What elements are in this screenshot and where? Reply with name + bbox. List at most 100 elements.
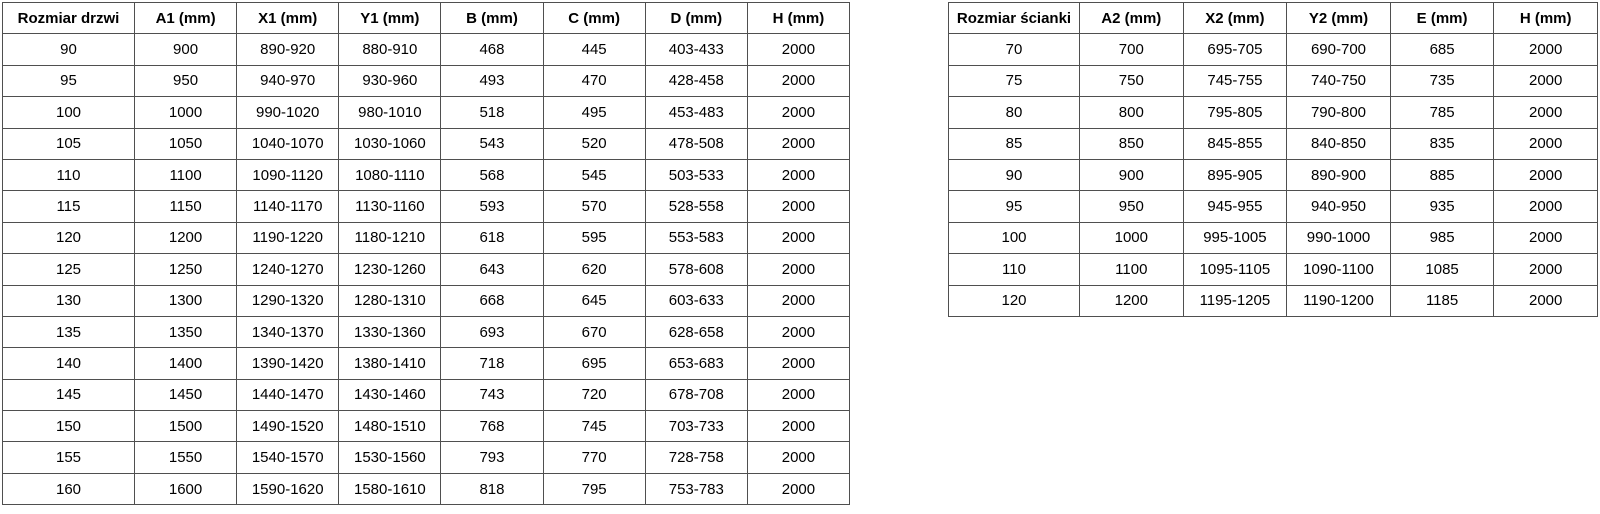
column-header: E (mm) [1389, 1, 1495, 35]
table-cell: 685 [1389, 33, 1495, 66]
table-cell: 543 [440, 127, 544, 160]
table-cell: 620 [542, 253, 646, 286]
table-cell: 110 [948, 253, 1080, 286]
table-row: 100 1000 995-1005 990-1000 985 2000 [948, 221, 1598, 255]
table-cell: 80 [948, 96, 1080, 129]
table-cell: 520 [542, 127, 646, 160]
table-cell: 1085 [1389, 253, 1495, 286]
table-cell: 740-750 [1286, 64, 1391, 98]
table-cell: 568 [440, 158, 544, 192]
table-cell: 130 [2, 284, 135, 317]
table-cell: 1185 [1389, 284, 1495, 317]
table-cell: 140 [2, 347, 135, 380]
table-cell: 890-900 [1286, 158, 1391, 192]
table-row: 85 850 845-855 840-850 835 2000 [948, 127, 1598, 160]
table-row: 90 900 895-905 890-900 885 2000 [948, 158, 1598, 192]
column-header: A2 (mm) [1079, 1, 1184, 35]
table-cell: 940-950 [1286, 190, 1391, 223]
table-cell: 495 [542, 96, 646, 129]
table-cell: 850 [1079, 127, 1184, 160]
table-cell: 1000 [1079, 221, 1184, 255]
table-row: 140 1400 1390-1420 1380-1410 718 695 653-683 20… [2, 347, 851, 380]
table-cell: 718 [440, 347, 544, 380]
table-row: 135 1350 1340-1370 1330-1360 693 670 628-658 20… [2, 315, 851, 349]
table-cell: 2000 [746, 410, 851, 443]
table-cell: 1090-1120 [236, 158, 340, 192]
table-cell: 2000 [746, 64, 851, 98]
table-cell: 1100 [133, 158, 238, 192]
table-cell: 85 [948, 127, 1080, 160]
table-cell: 120 [2, 221, 135, 255]
table-row: 110 1100 1090-1120 1080-1110 568 545 503-533 20… [2, 158, 851, 192]
table-cell: 2000 [746, 472, 851, 506]
table-cell: 1200 [133, 221, 238, 255]
table-cell: 1230-1260 [338, 253, 442, 286]
table-cell: 1530-1560 [338, 441, 442, 474]
table-cell: 2000 [1493, 284, 1598, 317]
table-cell: 468 [440, 33, 544, 66]
table-cell: 1540-1570 [236, 441, 340, 474]
table-cell: 145 [2, 378, 135, 412]
table-cell: 150 [2, 410, 135, 443]
table-cell: 2000 [746, 127, 851, 160]
table-row: 160 1600 1590-1620 1580-1610 818 795 753-783 20… [2, 472, 851, 506]
table-cell: 900 [1079, 158, 1184, 192]
table-row: 105 1050 1040-1070 1030-1060 543 520 478-508 20… [2, 127, 851, 160]
table-cell: 1600 [133, 472, 238, 506]
table-cell: 1550 [133, 441, 238, 474]
table-cell: 700 [1079, 33, 1184, 66]
column-header: Rozmiar drzwi [2, 1, 135, 35]
table-cell: 2000 [1493, 158, 1598, 192]
table-cell: 668 [440, 284, 544, 317]
table-cell: 470 [542, 64, 646, 98]
table-cell: 1580-1610 [338, 472, 442, 506]
table-cell: 728-758 [644, 441, 748, 474]
table-cell: 1080-1110 [338, 158, 442, 192]
table-row: 110 1100 1095-1105 1090-1100 1085 2000 [948, 253, 1598, 286]
table-cell: 2000 [1493, 221, 1598, 255]
table-cell: 653-683 [644, 347, 748, 380]
table-row: 115 1150 1140-1170 1130-1160 593 570 528-558 20… [2, 190, 851, 223]
table-cell: 1240-1270 [236, 253, 340, 286]
table-cell: 503-533 [644, 158, 748, 192]
table-row: 80 800 795-805 790-800 785 2000 [948, 96, 1598, 129]
table-cell: 695 [542, 347, 646, 380]
table-cell: 2000 [746, 33, 851, 66]
table-cell: 2000 [1493, 190, 1598, 223]
table-cell: 985 [1389, 221, 1495, 255]
table-cell: 1195-1205 [1182, 284, 1288, 317]
column-header: A1 (mm) [133, 1, 238, 35]
table-cell: 90 [948, 158, 1080, 192]
table-cell: 578-608 [644, 253, 748, 286]
table-cell: 2000 [746, 378, 851, 412]
column-header: H (mm) [1493, 1, 1598, 35]
table-cell: 743 [440, 378, 544, 412]
table-cell: 428-458 [644, 64, 748, 98]
table-cell: 70 [948, 33, 1080, 66]
table-cell: 703-733 [644, 410, 748, 443]
table-cell: 935 [1389, 190, 1495, 223]
table-cell: 628-658 [644, 315, 748, 349]
table-cell: 643 [440, 253, 544, 286]
column-header: B (mm) [440, 1, 544, 35]
table-cell: 1480-1510 [338, 410, 442, 443]
table-cell: 1340-1370 [236, 315, 340, 349]
table-cell: 120 [948, 284, 1080, 317]
table-cell: 90 [2, 33, 135, 66]
table-cell: 2000 [746, 347, 851, 380]
table-cell: 2000 [1493, 96, 1598, 129]
table-row: 95 950 940-970 930-960 493 470 428-458 2000 [2, 64, 851, 98]
table-cell: 115 [2, 190, 135, 223]
table-cell: 678-708 [644, 378, 748, 412]
table-cell: 880-910 [338, 33, 442, 66]
door-size-table: Rozmiar drzwi A1 (mm) X1 (mm) Y1 (mm) B (mm)… [2, 1, 851, 506]
table-cell: 100 [2, 96, 135, 129]
table-cell: 1030-1060 [338, 127, 442, 160]
table-cell: 785 [1389, 96, 1495, 129]
table-cell: 1050 [133, 127, 238, 160]
table-cell: 1250 [133, 253, 238, 286]
table-cell: 603-633 [644, 284, 748, 317]
table-cell: 1500 [133, 410, 238, 443]
header-row: Rozmiar drzwi A1 (mm) X1 (mm) Y1 (mm) B (mm)… [2, 1, 851, 35]
table-cell: 110 [2, 158, 135, 192]
